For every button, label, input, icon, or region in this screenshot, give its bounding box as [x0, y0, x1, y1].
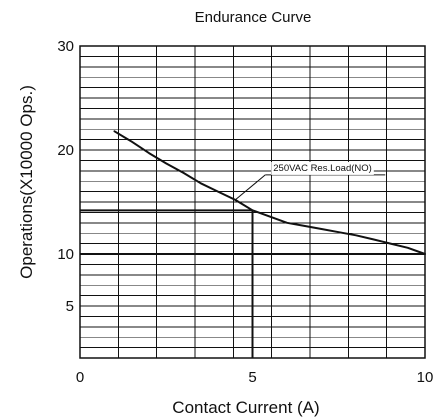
- x-tick-label: 10: [417, 369, 434, 386]
- series-line: [113, 130, 426, 255]
- x-axis-label: Contact Current (A): [172, 398, 319, 417]
- y-tick-label: 5: [66, 298, 74, 315]
- x-tick-label: 5: [248, 369, 256, 386]
- series-layer: [113, 130, 426, 255]
- y-axis-label: Operations(X10000 Ops.): [17, 85, 36, 279]
- annotation-layer: 250VAC Res.Load(NO): [234, 161, 386, 201]
- y-tick-label: 30: [57, 38, 74, 55]
- x-tick-label: 0: [76, 369, 84, 386]
- annotation-label: 250VAC Res.Load(NO): [273, 163, 372, 174]
- chart-title: Endurance Curve: [195, 9, 312, 26]
- reference-lines-layer: [80, 209, 254, 358]
- annotation-label-background: [271, 161, 374, 175]
- y-tick-label: 10: [57, 246, 74, 263]
- tick-labels-layer: 0 5 10 5 10 20 30: [57, 38, 433, 386]
- annotation-leader-line: [234, 174, 266, 201]
- y-tick-label: 20: [57, 142, 74, 159]
